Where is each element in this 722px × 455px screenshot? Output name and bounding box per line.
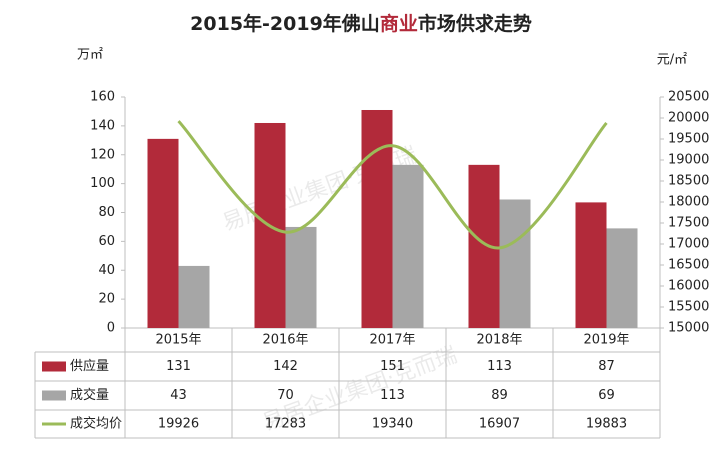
title-highlight: 商业 (380, 12, 418, 35)
bar (499, 199, 531, 328)
legend-label: 成交均价 (70, 416, 122, 432)
table-value: 69 (598, 388, 615, 403)
title-part: 2015年-2019年佛山 (190, 12, 380, 35)
table-value: 151 (380, 359, 405, 374)
table-value: 70 (277, 388, 294, 403)
y-tick-label: 40 (98, 263, 115, 278)
y2-tick-label: 16000 (668, 279, 709, 294)
bar (606, 228, 638, 328)
bar (392, 164, 424, 328)
chart-title: 2015年-2019年佛山商业市场供求走势 (190, 12, 532, 35)
y2-tick-label: 20000 (668, 111, 709, 126)
bar (178, 265, 210, 328)
x-tick-label: 2015年 (155, 333, 201, 348)
table-value: 43 (170, 388, 187, 403)
x-tick-label: 2017年 (369, 333, 415, 348)
x-tick-label: 2019年 (583, 333, 629, 348)
table-value: 87 (598, 359, 615, 374)
legend-key (42, 361, 66, 372)
table-value: 142 (273, 359, 298, 374)
table-value: 131 (166, 359, 191, 374)
legend-label: 供应量 (70, 358, 109, 374)
x-tick-label: 2016年 (262, 333, 308, 348)
y2-tick-label: 20500 (668, 90, 709, 105)
table-value: 19926 (158, 417, 199, 432)
y2-tick-label: 18000 (668, 195, 709, 210)
table-value: 19340 (372, 417, 413, 432)
bar (361, 109, 393, 329)
y2-tick-label: 19000 (668, 153, 709, 168)
table-value: 113 (380, 388, 405, 403)
table-value: 16907 (479, 417, 520, 432)
legend-label: 成交量 (70, 387, 109, 403)
y-tick-label: 0 (107, 321, 115, 336)
table-value: 17283 (265, 417, 306, 432)
y2-tick-label: 17000 (668, 237, 709, 252)
y2-tick-label: 15500 (668, 300, 709, 315)
y2-tick-label: 17500 (668, 216, 709, 231)
y2-tick-label: 19500 (668, 132, 709, 147)
y-axis-label: 万㎡ (77, 48, 103, 63)
table-value: 89 (491, 388, 508, 403)
y-tick-label: 120 (90, 147, 115, 162)
y2-tick-label: 18500 (668, 174, 709, 189)
y-tick-label: 160 (90, 90, 115, 105)
y-tick-label: 80 (98, 205, 115, 220)
y2-tick-label: 15000 (668, 321, 709, 336)
x-tick-label: 2018年 (476, 333, 522, 348)
line (177, 120, 608, 250)
bar (575, 202, 607, 328)
title-part: 市场供求走势 (418, 12, 532, 35)
bar (147, 138, 179, 328)
y-tick-label: 140 (90, 118, 115, 133)
table-value: 113 (487, 359, 512, 374)
y-tick-label: 100 (90, 176, 115, 191)
table-value: 19883 (586, 417, 627, 432)
y-tick-label: 60 (98, 234, 115, 249)
legend-key (42, 390, 66, 401)
bar (285, 226, 317, 328)
y-tick-label: 20 (98, 292, 115, 307)
y2-axis-label: 元/㎡ (657, 53, 687, 68)
y2-tick-label: 16500 (668, 258, 709, 273)
